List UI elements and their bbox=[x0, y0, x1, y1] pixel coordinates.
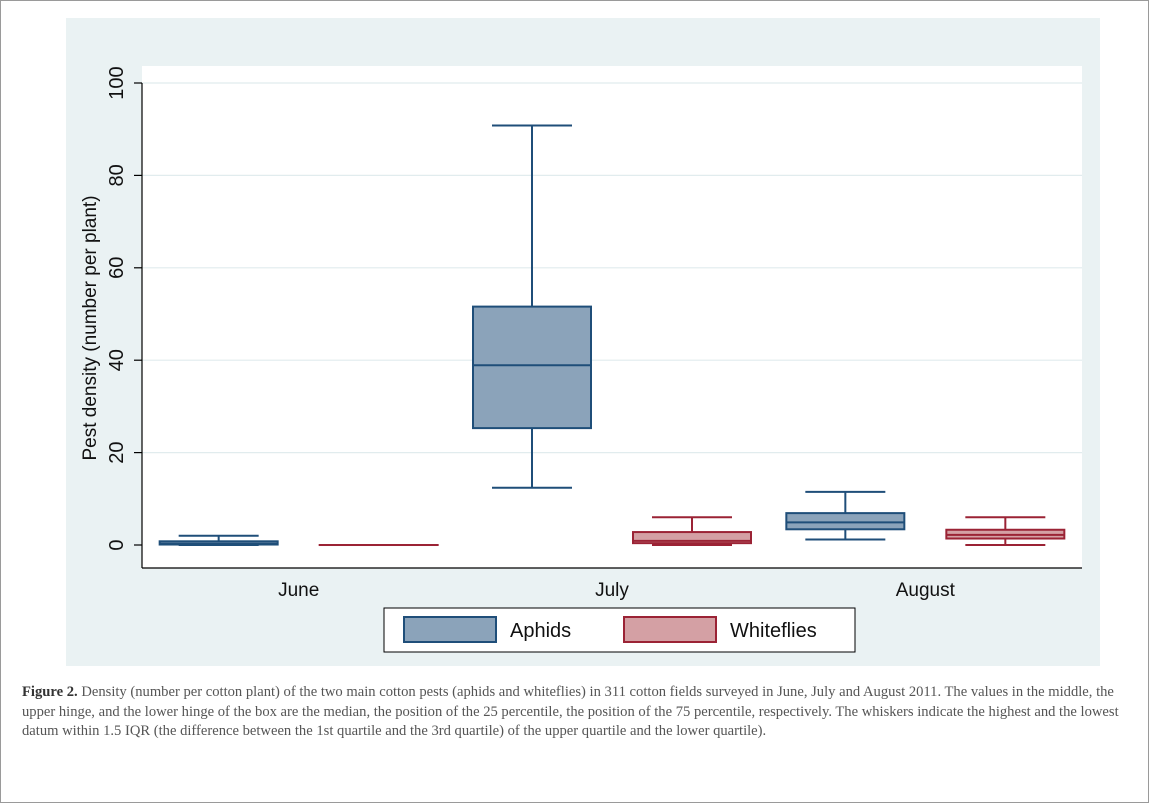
y-tick-label: 20 bbox=[106, 441, 128, 463]
legend-swatch-aphids bbox=[403, 616, 497, 643]
x-tick-label: August bbox=[896, 580, 956, 601]
y-tick-label: 40 bbox=[106, 349, 128, 371]
x-tick-label: July bbox=[595, 580, 629, 601]
y-tick-label: 0 bbox=[106, 539, 128, 550]
x-tick-label: June bbox=[278, 580, 319, 601]
legend-label-aphids: Aphids bbox=[510, 620, 571, 642]
legend-label-whiteflies: Whiteflies bbox=[730, 620, 817, 642]
chart-area: 0 20 40 60 80 100 Pest density (number per pla… bbox=[66, 18, 1100, 666]
y-tick-label: 60 bbox=[106, 257, 128, 279]
box-aphids-july-box bbox=[472, 305, 592, 430]
y-tick-label: 80 bbox=[106, 164, 128, 186]
plot-background bbox=[142, 66, 1082, 568]
box-aphids-august-box bbox=[785, 512, 906, 531]
legend-swatch-whiteflies bbox=[623, 616, 717, 643]
figure-caption: Figure 2. Density (number per cotton pla… bbox=[22, 683, 1137, 742]
caption-label: Figure 2. bbox=[22, 684, 78, 700]
y-axis-title: Pest density (number per plant) bbox=[80, 195, 101, 460]
box-plot-chart: 0 20 40 60 80 100 Pest density (number per pla… bbox=[80, 66, 1082, 653]
box-whiteflies-july-box bbox=[632, 531, 752, 545]
y-tick-label: 100 bbox=[106, 66, 128, 99]
caption-text: Density (number per cotton plant) of the… bbox=[22, 684, 1119, 740]
